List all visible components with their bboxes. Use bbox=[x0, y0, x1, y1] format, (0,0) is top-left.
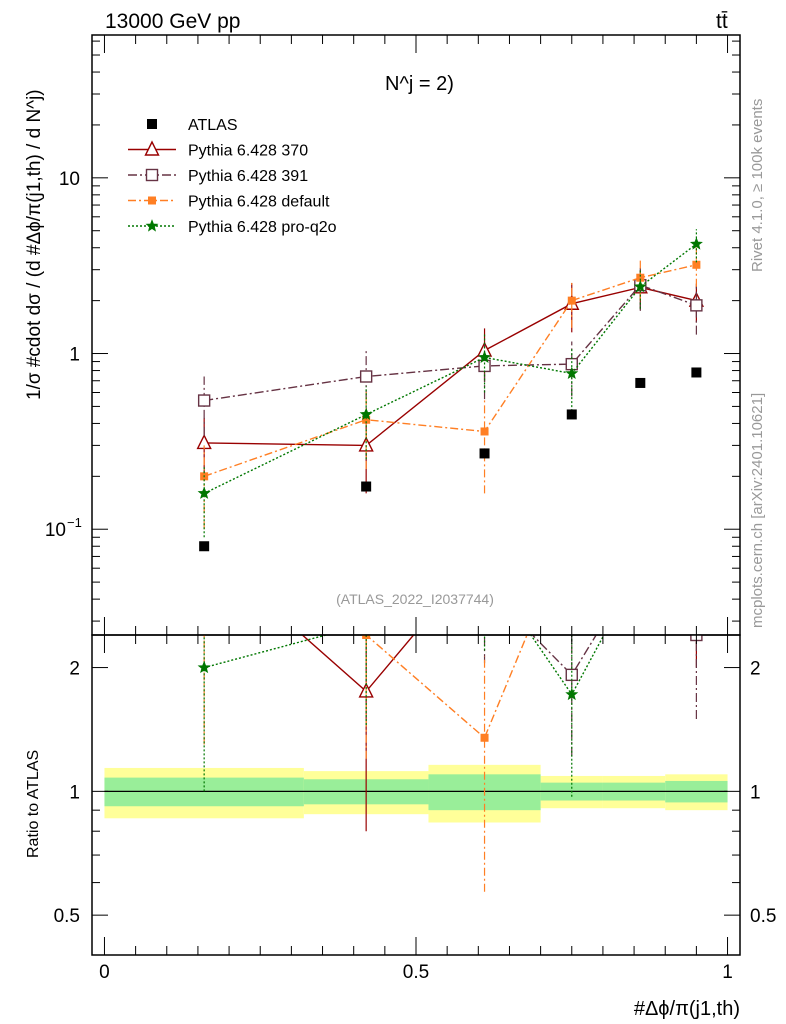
legend-marker bbox=[148, 196, 156, 205]
y-tick-label: 10 bbox=[45, 520, 66, 541]
ratio-point bbox=[478, 543, 491, 556]
ratio-point bbox=[692, 535, 700, 543]
data-point bbox=[359, 407, 373, 420]
atlas-point bbox=[199, 541, 210, 552]
data-point bbox=[359, 370, 373, 383]
series-line bbox=[204, 284, 697, 402]
analysis-label: (ATLAS_2022_I2037744) bbox=[336, 591, 494, 607]
ratio-series-2 bbox=[200, 523, 700, 892]
data-point bbox=[478, 359, 491, 373]
legend-label: ATLAS bbox=[188, 117, 238, 134]
data-point bbox=[690, 299, 703, 312]
legend-label: Pythia 6.428 370 bbox=[188, 143, 308, 160]
ratio-point bbox=[200, 624, 208, 632]
legend-entry: Pythia 6.428 370 bbox=[128, 140, 308, 160]
ratio-line bbox=[301, 635, 415, 693]
data-point bbox=[567, 296, 576, 305]
energy-label: 13000 GeV pp bbox=[105, 10, 240, 33]
process-label: tt̄ bbox=[716, 10, 728, 33]
atlas-point bbox=[361, 481, 372, 492]
x-tick-label: 0 bbox=[99, 962, 110, 983]
legend-entry: Pythia 6.428 pro-q2o bbox=[128, 219, 337, 236]
ratio-point bbox=[565, 687, 579, 701]
series-line bbox=[204, 286, 697, 447]
ratio-point bbox=[690, 613, 703, 626]
y-tick-label: 10 bbox=[59, 169, 80, 190]
ratio-point bbox=[197, 660, 211, 674]
data-point bbox=[689, 237, 703, 250]
legend-marker bbox=[147, 119, 157, 129]
ratio-y-tick-label: 0.5 bbox=[54, 906, 80, 927]
ratio-y-tick-label-right: 1 bbox=[750, 782, 761, 803]
legend-entry: ATLAS bbox=[147, 117, 238, 134]
ratio-line bbox=[531, 635, 697, 677]
rivet-watermark: Rivet 4.1.0, ≥ 100k events bbox=[749, 99, 766, 272]
ratio-line bbox=[350, 635, 528, 739]
ratio-point bbox=[636, 540, 644, 548]
ratio-point bbox=[480, 733, 489, 742]
ratio-point bbox=[634, 560, 647, 573]
x-axis-label: #Δϕ/π(j1,th) bbox=[634, 998, 740, 1020]
legend-entry: Pythia 6.428 default bbox=[128, 194, 330, 211]
legend-marker bbox=[145, 168, 159, 182]
ratio-point bbox=[635, 557, 646, 568]
y-tick-label-exponent: −1 bbox=[67, 515, 82, 530]
ratio-point bbox=[565, 523, 578, 536]
legend-label: Pythia 6.428 391 bbox=[188, 168, 308, 185]
series-2 bbox=[200, 247, 701, 530]
series-atlas bbox=[199, 367, 702, 552]
ratio-point bbox=[361, 530, 372, 541]
series-line bbox=[203, 243, 697, 495]
ratio-point bbox=[360, 618, 372, 629]
legend-label: Pythia 6.428 pro-q2o bbox=[188, 219, 337, 236]
ratio-y-tick-label-right: 2 bbox=[750, 659, 761, 680]
x-tick-label: 1 bbox=[722, 962, 733, 983]
data-point bbox=[636, 273, 645, 282]
legend: ATLAS Pythia 6.428 370 Pythia 6.428 391 Pyt… bbox=[128, 117, 337, 236]
ratio-y-tick-label: 1 bbox=[69, 782, 80, 803]
data-point bbox=[692, 260, 701, 269]
mcplots-watermark: mcplots.cern.ch [arXiv:2401.10621] bbox=[749, 393, 766, 628]
legend-label: Pythia 6.428 default bbox=[188, 194, 330, 211]
data-point bbox=[633, 279, 647, 293]
ratio-point bbox=[691, 484, 702, 495]
data-point bbox=[197, 486, 211, 499]
atlas-point bbox=[635, 377, 646, 388]
atlas-point bbox=[691, 367, 702, 378]
data-point bbox=[478, 350, 491, 363]
legend-entry: Pythia 6.428 391 bbox=[128, 168, 308, 185]
legend-marker bbox=[145, 219, 159, 232]
ratio-series-1 bbox=[361, 530, 703, 756]
ratio-point bbox=[362, 635, 371, 639]
x-tick-label: 0.5 bbox=[403, 962, 429, 983]
series-3 bbox=[197, 229, 703, 538]
ratio-point bbox=[568, 523, 576, 531]
ratio-y-tick-label: 2 bbox=[69, 659, 80, 680]
ratio-point bbox=[479, 562, 490, 573]
ratio-y-tick-label-right: 0.5 bbox=[750, 906, 776, 927]
ratio-panel: 0.5 0.5 1 1 2 2 0 0.5 1 Ratio to ATLAS bbox=[25, 484, 776, 983]
atlas-point bbox=[479, 448, 490, 459]
data-point bbox=[197, 394, 211, 407]
data-point bbox=[565, 366, 579, 379]
ratio-series-3 bbox=[197, 484, 702, 797]
ratio-y-label: Ratio to ATLAS bbox=[25, 750, 42, 858]
data-point bbox=[480, 427, 489, 436]
data-point bbox=[362, 415, 371, 424]
y-axis-label: 1/σ #cdot dσ / (d #Δϕ/π(j1,th) / d N^j) bbox=[24, 89, 45, 400]
series-1 bbox=[197, 265, 703, 436]
ratio-point bbox=[635, 562, 646, 573]
y-tick-label: 1 bbox=[69, 345, 80, 366]
legend-marker bbox=[144, 140, 160, 156]
chart-title: N^j = 2) bbox=[385, 73, 454, 95]
atlas-point bbox=[566, 409, 577, 420]
